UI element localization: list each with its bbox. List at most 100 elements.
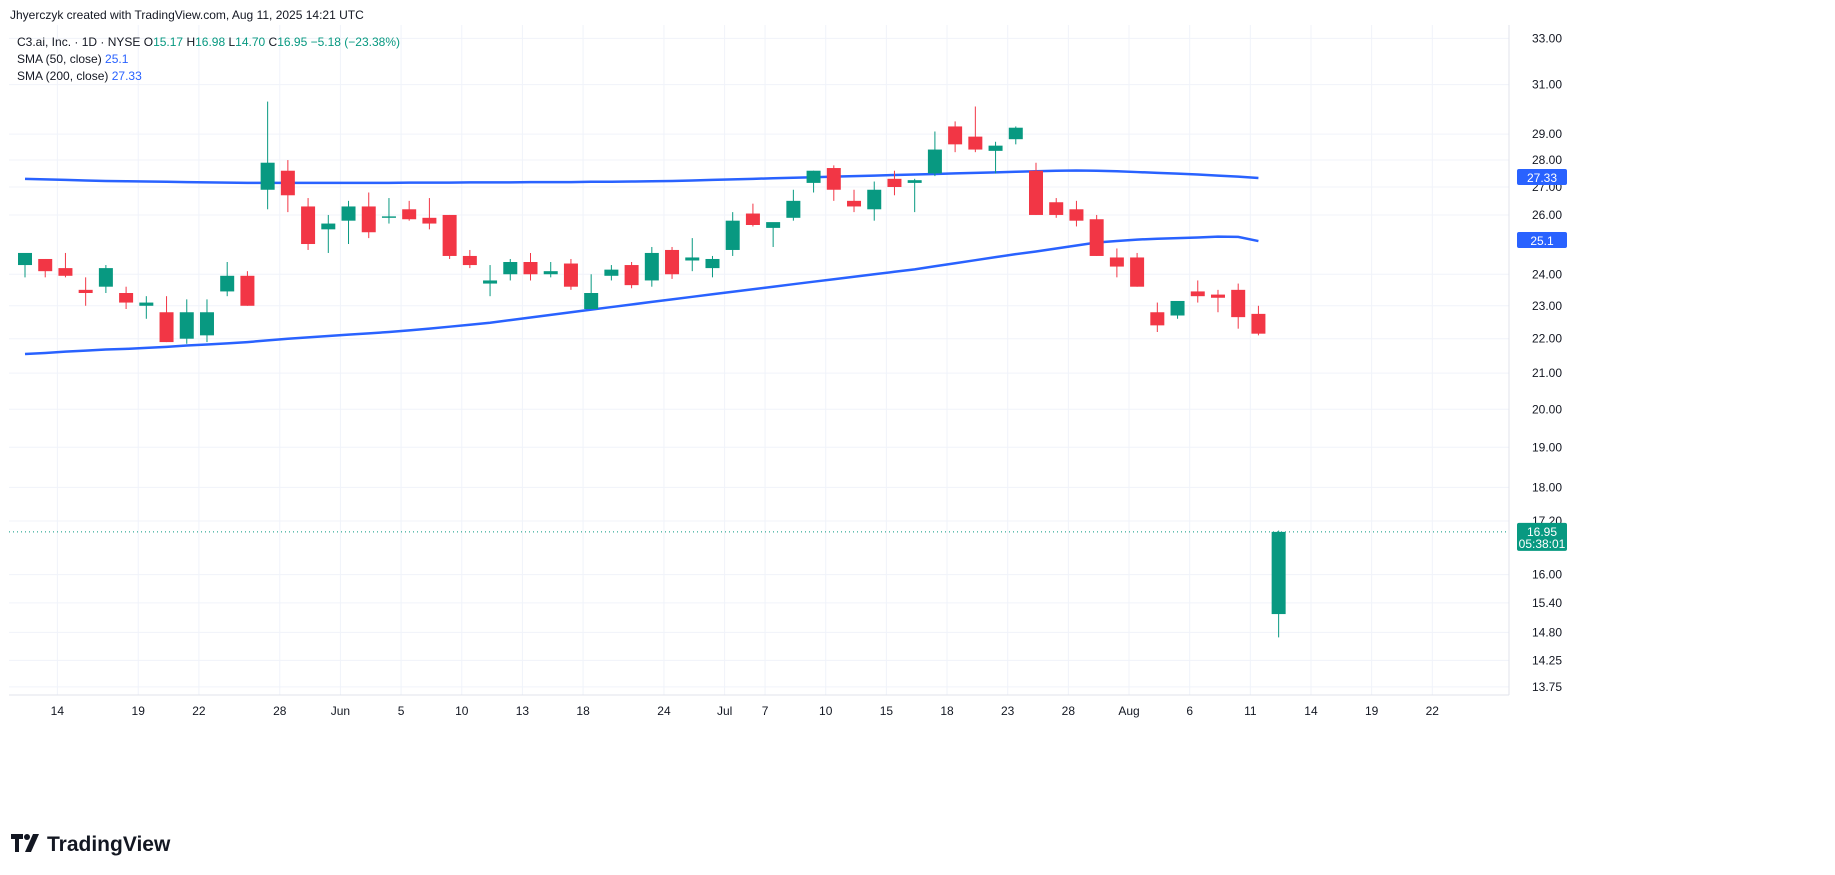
candle-body: [786, 200, 801, 218]
candle-body: [503, 262, 518, 275]
x-tick-label: 14: [1304, 704, 1318, 718]
candle-body: [685, 257, 700, 261]
candle-body: [1231, 289, 1246, 318]
candle-body: [1029, 170, 1043, 215]
candle-body: [563, 263, 578, 287]
candle-body: [1190, 291, 1205, 297]
x-tick-label: 28: [1062, 704, 1076, 718]
x-tick-label: 22: [1426, 704, 1440, 718]
candle-body: [422, 217, 437, 224]
candle-body: [584, 293, 599, 310]
candle-body: [705, 258, 720, 269]
x-tick-label: Jul: [717, 704, 732, 718]
y-tick-label: 19.00: [1532, 440, 1562, 454]
chart-caption: Jhyerczyk created with TradingView.com, …: [10, 8, 364, 22]
x-tick-label: 10: [819, 704, 833, 718]
candle-body: [604, 269, 619, 276]
x-tick-label: 5: [398, 704, 405, 718]
x-tick-label: 14: [51, 704, 65, 718]
x-tick-label: Aug: [1118, 704, 1139, 718]
candle-body: [199, 312, 214, 336]
candle-body: [1109, 257, 1124, 267]
candle-body: [442, 214, 457, 256]
y-tick-label: 16.00: [1532, 568, 1562, 582]
y-tick-label: 18.00: [1532, 480, 1562, 494]
candle-body: [1170, 300, 1185, 316]
candle-body: [1049, 202, 1064, 215]
x-tick-label: 22: [192, 704, 206, 718]
candle-body: [240, 275, 255, 306]
x-tick-label: 15: [880, 704, 894, 718]
candle-body: [381, 216, 396, 218]
tradingview-wordmark: TradingView: [47, 833, 171, 856]
y-tick-label: 14.80: [1532, 625, 1562, 639]
chart-canvas[interactable]: 33.0031.0029.0028.0027.0026.0024.0023.00…: [9, 25, 1824, 814]
candle-body: [119, 293, 134, 303]
x-tick-label: 13: [516, 704, 530, 718]
y-tick-label: 21.00: [1532, 366, 1562, 380]
candle-body: [98, 268, 113, 287]
candle-body: [361, 206, 376, 233]
candle-body: [907, 180, 922, 183]
y-tick-label: 14.25: [1532, 653, 1562, 667]
candle-body: [766, 222, 781, 228]
candle-body: [624, 265, 639, 286]
candle-body: [725, 220, 740, 250]
last-price-axis-label: 16.95: [1527, 525, 1557, 539]
candle-body: [927, 149, 942, 174]
sma50-line: [24, 235, 1259, 356]
candle-body: [483, 280, 498, 284]
candle-body: [159, 312, 174, 343]
y-tick-label: 23.00: [1532, 299, 1562, 313]
candle-body: [1150, 312, 1165, 326]
y-tick-label: 13.75: [1532, 680, 1562, 694]
candle-body: [988, 145, 1003, 151]
sma200-axis-label: 27.33: [1527, 171, 1557, 185]
x-tick-label: 28: [273, 704, 287, 718]
candle-body: [968, 136, 983, 150]
candle-body: [402, 209, 417, 220]
candle-body: [826, 168, 841, 190]
x-tick-label: 7: [762, 704, 769, 718]
candle-body: [806, 170, 821, 183]
x-tick-label: 11: [1244, 704, 1257, 718]
candle-body: [644, 252, 659, 281]
y-tick-label: 28.00: [1532, 153, 1562, 167]
x-tick-label: 23: [1001, 704, 1015, 718]
candle-body: [1130, 257, 1145, 287]
y-tick-label: 26.00: [1532, 208, 1562, 222]
y-tick-label: 22.00: [1532, 332, 1562, 346]
candle-body: [745, 213, 760, 225]
candle-body: [948, 126, 963, 145]
last-price-axis-label-countdown: 05:38:01: [1519, 537, 1566, 551]
candle-body: [78, 289, 93, 294]
x-tick-label: 24: [657, 704, 671, 718]
candle-body: [139, 302, 154, 306]
candle-body: [1271, 531, 1286, 615]
price-chart[interactable]: 33.00 31.00 29.00 28.00 27.00 26.00 24.00 23.00…: [9, 25, 1824, 814]
candle-body: [867, 189, 882, 210]
candle-body: [1251, 313, 1266, 334]
x-tick-label: 19: [132, 704, 146, 718]
last-price-axis-label-bg: [1517, 522, 1567, 551]
tradingview-logo-icon: [11, 832, 41, 858]
x-tick-label: 10: [455, 704, 469, 718]
y-tick-label: 24.00: [1532, 267, 1562, 281]
candle-body: [341, 206, 356, 221]
candle-body: [1089, 219, 1104, 256]
x-tick-label: 19: [1365, 704, 1379, 718]
candle-body: [280, 170, 295, 196]
y-tick-label: 15.40: [1532, 596, 1562, 610]
candle-body: [1210, 294, 1225, 298]
candle-body: [321, 223, 336, 230]
sma200-line: [24, 169, 1259, 185]
candle-body: [38, 258, 53, 272]
candle-body: [1069, 209, 1084, 221]
candle-body: [58, 268, 73, 276]
candle-body: [887, 178, 902, 187]
x-tick-label: 18: [940, 704, 954, 718]
candle-body: [18, 252, 32, 266]
candle-body: [260, 162, 275, 190]
candle-body: [1008, 127, 1023, 140]
tradingview-logo[interactable]: TradingView: [11, 832, 171, 858]
